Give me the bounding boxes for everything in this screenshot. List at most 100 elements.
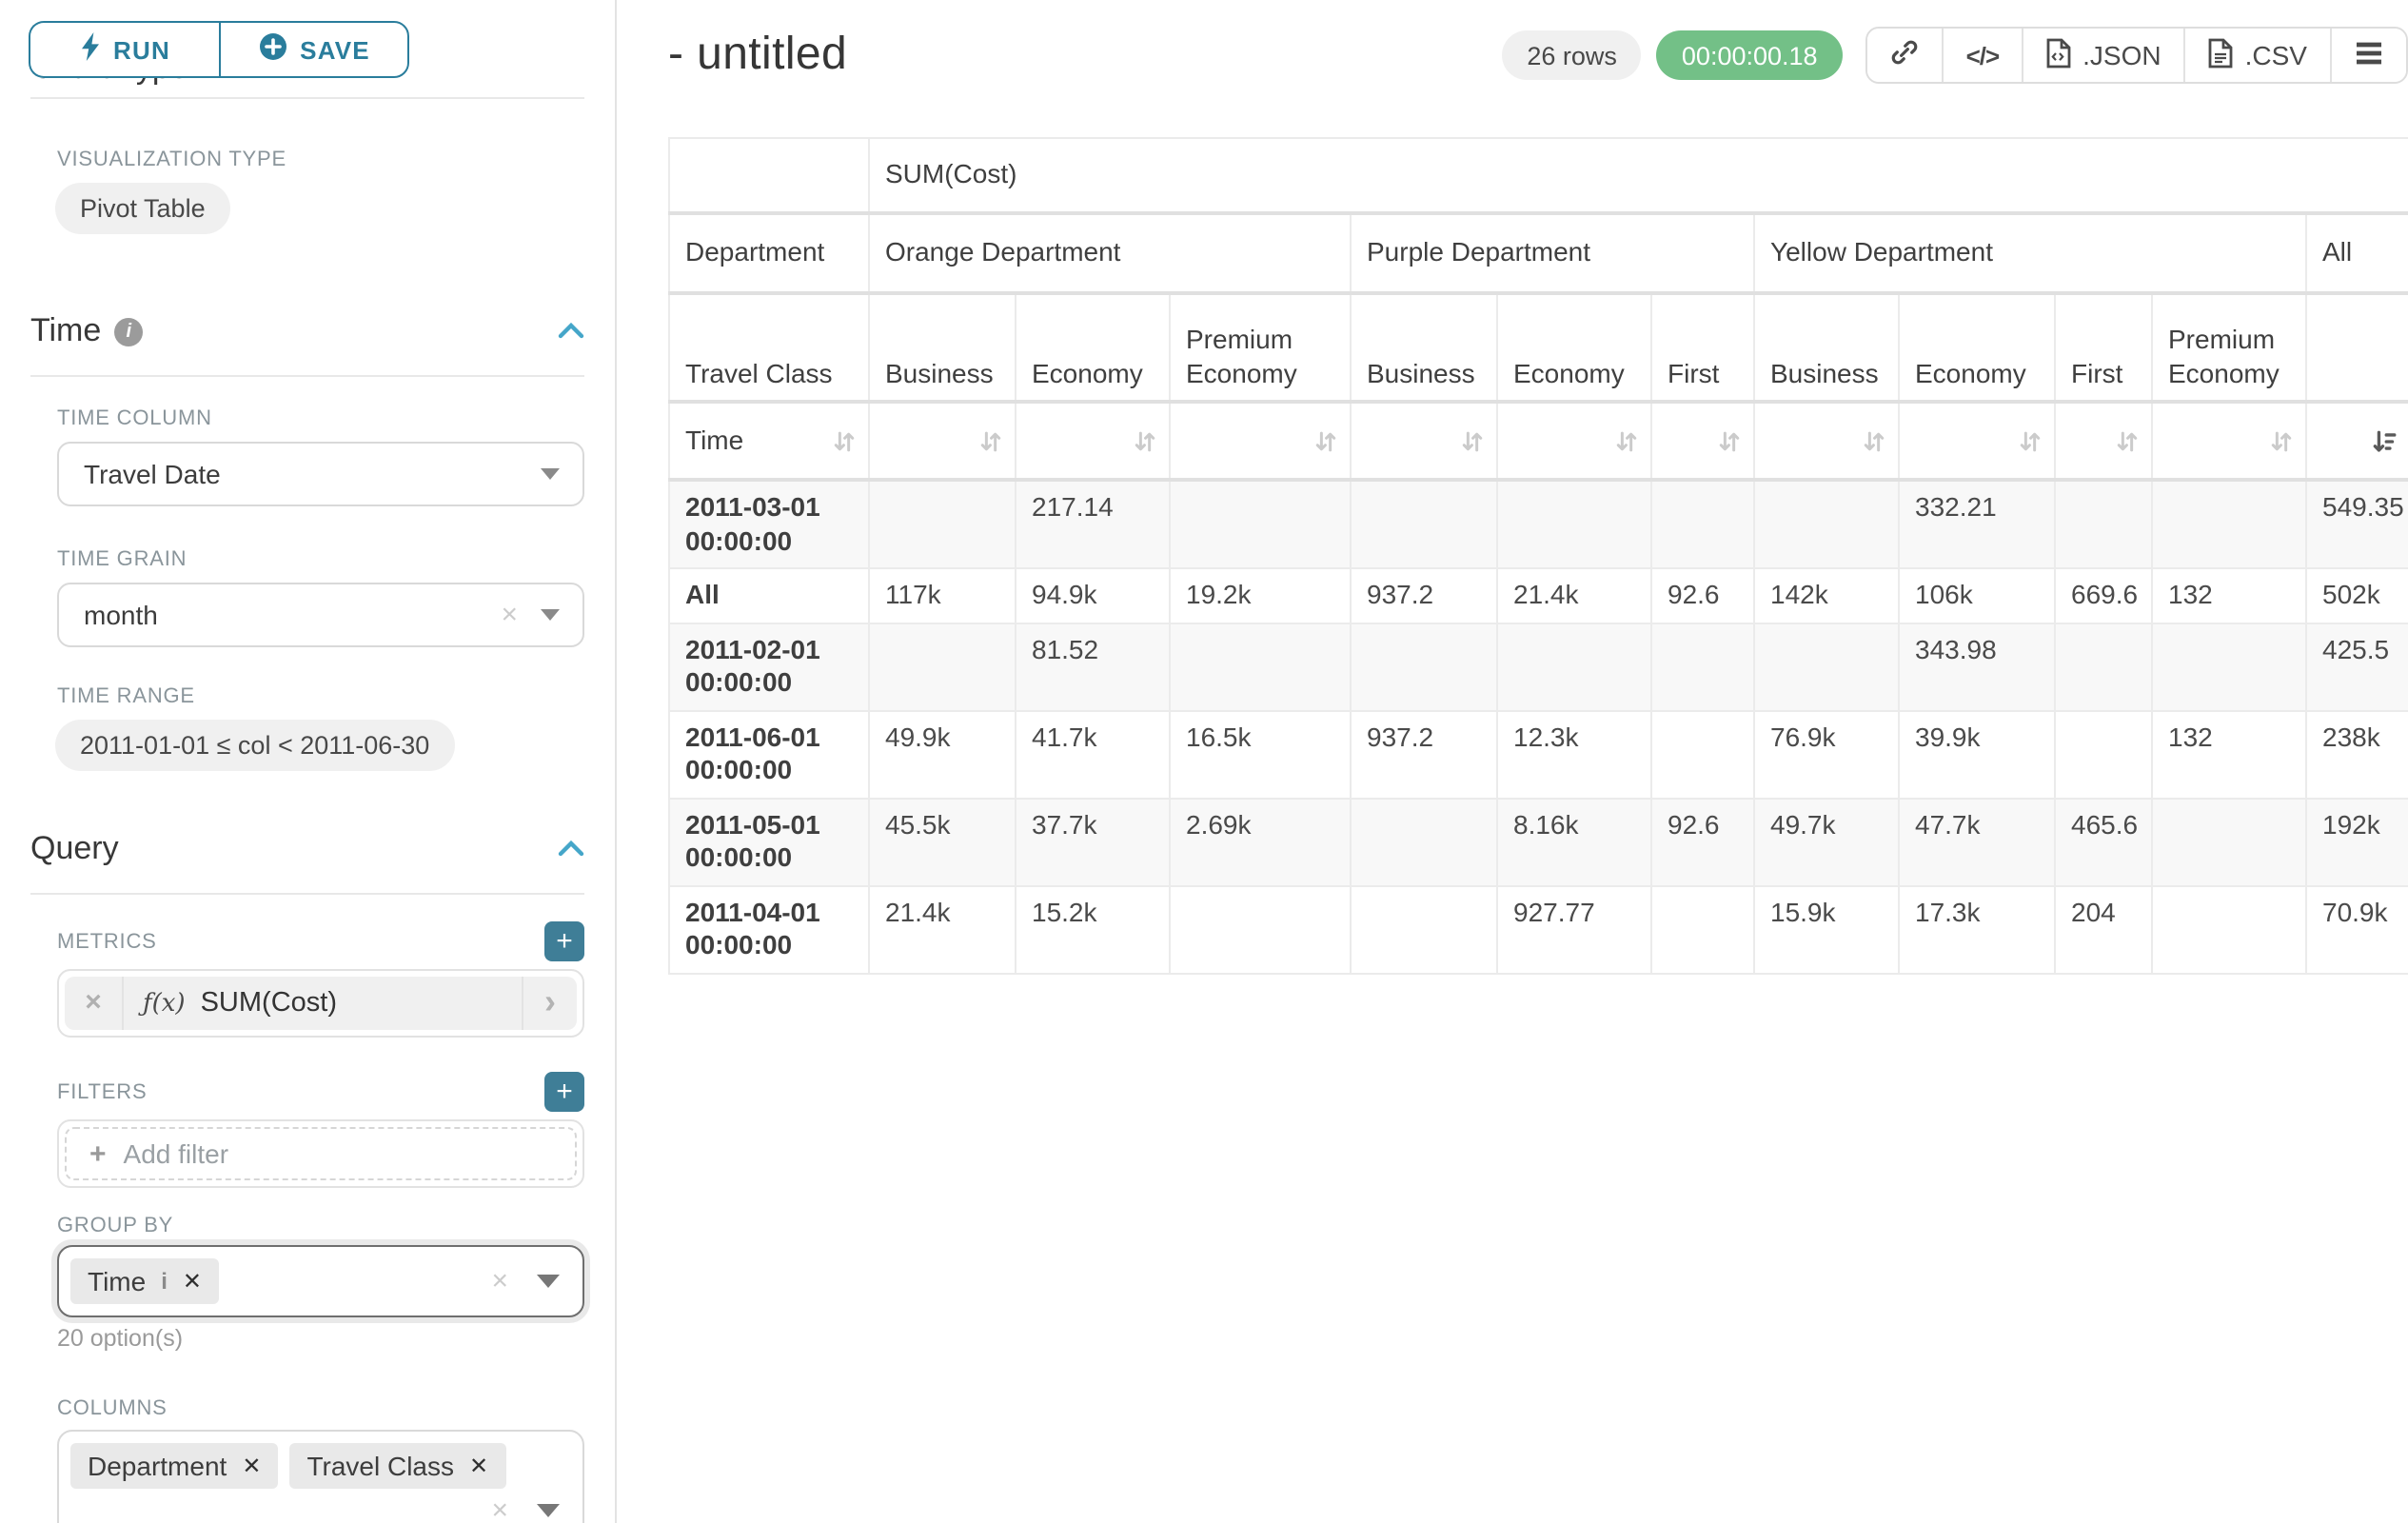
value-cell: 132 xyxy=(2151,567,2307,623)
pivot-table-container: SUM(Cost) Department Orange Department Purp… xyxy=(668,137,2408,974)
value-cell: 106k xyxy=(1898,567,2056,623)
sort-icon[interactable] xyxy=(978,428,1003,453)
sort-desc-icon[interactable] xyxy=(2372,428,2397,453)
value-cell: 117k xyxy=(868,567,1016,623)
add-metric-button[interactable]: + xyxy=(544,921,584,961)
row-label: 2011-05-01 00:00:00 xyxy=(668,797,870,886)
value-cell: 39.9k xyxy=(1898,709,2056,799)
sort-icon[interactable] xyxy=(1862,428,1886,453)
group-by-select[interactable]: Time i ✕ × xyxy=(57,1245,584,1317)
remove-tag-icon[interactable]: ✕ xyxy=(242,1453,262,1479)
collapse-chevron-icon[interactable] xyxy=(558,832,584,866)
value-cell: 49.7k xyxy=(1753,797,1900,886)
section-divider xyxy=(30,375,584,377)
tag-label: Time xyxy=(88,1266,147,1296)
view-query-button[interactable]: </> xyxy=(1941,29,2023,82)
value-cell: 41.7k xyxy=(1015,709,1171,799)
time-grain-value: month xyxy=(84,600,158,630)
time-grain-select[interactable]: month × xyxy=(57,583,584,647)
value-cell: 47.7k xyxy=(1898,797,2056,886)
add-filter-button[interactable]: + xyxy=(544,1072,584,1112)
columns-select[interactable]: Department ✕ Travel Class ✕ × xyxy=(57,1430,584,1523)
clear-icon[interactable]: × xyxy=(501,599,518,631)
run-button[interactable]: RUN xyxy=(29,21,219,78)
save-button[interactable]: SAVE xyxy=(219,21,409,78)
caret-down-icon[interactable] xyxy=(537,1504,560,1517)
chart-area: - untitled 26 rows 00:00:00.18 </> xyxy=(617,0,2408,1523)
remove-metric-icon[interactable]: × xyxy=(65,977,124,1030)
chart-title[interactable]: - untitled xyxy=(668,29,848,80)
sort-header-cell xyxy=(1169,401,1352,482)
sort-header-cell xyxy=(2304,401,2408,482)
export-json-button[interactable]: .JSON xyxy=(2022,29,2184,82)
value-cell xyxy=(1650,709,1755,799)
sort-icon[interactable] xyxy=(2269,428,2294,453)
clear-icon[interactable]: × xyxy=(491,1494,508,1523)
caret-down-icon[interactable] xyxy=(537,1275,560,1288)
value-cell: 425.5 xyxy=(2304,622,2408,711)
travel-class-header: Economy xyxy=(1496,292,1652,404)
collapse-chevron-icon[interactable] xyxy=(558,314,584,348)
selected-option-tag[interactable]: Time i ✕ xyxy=(70,1258,219,1304)
sort-icon[interactable] xyxy=(1614,428,1639,453)
group-by-options-count: 20 option(s) xyxy=(57,1325,184,1352)
select-controls: × xyxy=(491,1496,560,1523)
visualization-type-label: VISUALIZATION TYPE xyxy=(57,148,286,171)
pivot-table: SUM(Cost) Department Orange Department Purp… xyxy=(668,137,2408,974)
clear-icon[interactable]: × xyxy=(491,1265,508,1297)
columns-label: COLUMNS xyxy=(57,1397,168,1420)
section-query: Query xyxy=(30,828,584,870)
time-range-label: TIME RANGE xyxy=(57,685,195,708)
sort-icon[interactable] xyxy=(2115,428,2140,453)
value-cell xyxy=(2054,622,2153,711)
chart-header: - untitled 26 rows 00:00:00.18 </> xyxy=(668,27,2408,84)
selected-option-tag[interactable]: Travel Class ✕ xyxy=(289,1443,506,1489)
export-button-group: </> .JSON .CSV xyxy=(1865,27,2408,84)
metric-body[interactable]: ƒ(x) SUM(Cost) xyxy=(124,988,522,1019)
value-cell xyxy=(1350,884,1498,974)
time-column-select[interactable]: Travel Date xyxy=(57,442,584,506)
pivot-corner-cell xyxy=(668,137,870,215)
metric-pill[interactable]: × ƒ(x) SUM(Cost) › xyxy=(65,977,577,1030)
value-cell: 549.35 xyxy=(2304,479,2408,569)
visualization-type-value[interactable]: Pivot Table xyxy=(55,183,230,234)
export-csv-button[interactable]: .CSV xyxy=(2183,29,2330,82)
info-icon: i xyxy=(161,1268,168,1295)
value-cell: 49.9k xyxy=(868,709,1016,799)
travel-class-header: Economy xyxy=(1015,292,1171,404)
time-range-value[interactable]: 2011-01-01 ≤ col < 2011-06-30 xyxy=(55,720,455,771)
sort-icon[interactable] xyxy=(832,428,857,453)
row-label: All xyxy=(668,567,870,623)
remove-tag-icon[interactable]: ✕ xyxy=(182,1268,202,1295)
group-by-tags: Time i ✕ xyxy=(70,1258,571,1304)
add-filter-dropzone[interactable]: + Add filter xyxy=(65,1127,577,1180)
value-cell xyxy=(1650,479,1755,569)
sort-icon[interactable] xyxy=(1717,428,1742,453)
sort-icon[interactable] xyxy=(1133,428,1157,453)
time-column-value: Travel Date xyxy=(84,459,221,489)
travel-class-header: Premium Economy xyxy=(2151,292,2307,404)
travel-class-header: First xyxy=(2054,292,2153,404)
share-link-button[interactable] xyxy=(1866,29,1942,82)
control-panel-scroll[interactable]: Chart Type VISUALIZATION TYPE Pivot Tabl… xyxy=(0,78,615,1523)
travel-class-header: Premium Economy xyxy=(1169,292,1352,404)
travel-class-header: Business xyxy=(868,292,1016,404)
sort-icon[interactable] xyxy=(1313,428,1338,453)
pivot-row: 2011-03-01 00:00:00 217.14 332.21 549.35 xyxy=(668,479,2408,569)
travel-class-header: Business xyxy=(1753,292,1900,404)
value-cell: 94.9k xyxy=(1015,567,1171,623)
value-cell xyxy=(1753,622,1900,711)
expand-metric-icon[interactable]: › xyxy=(522,977,577,1030)
value-cell: 332.21 xyxy=(1898,479,2056,569)
value-cell: 15.9k xyxy=(1753,884,1900,974)
menu-button[interactable] xyxy=(2330,29,2406,82)
travel-class-header-empty xyxy=(2304,292,2408,404)
pivot-row: 2011-06-01 00:00:00 49.9k 41.7k 16.5k 937.2 1… xyxy=(668,709,2408,799)
selected-option-tag[interactable]: Department ✕ xyxy=(70,1443,279,1489)
remove-tag-icon[interactable]: ✕ xyxy=(469,1453,489,1479)
row-count-badge: 26 rows xyxy=(1502,30,1642,80)
value-cell: 17.3k xyxy=(1898,884,2056,974)
sort-icon[interactable] xyxy=(2018,428,2043,453)
sort-icon[interactable] xyxy=(1460,428,1485,453)
